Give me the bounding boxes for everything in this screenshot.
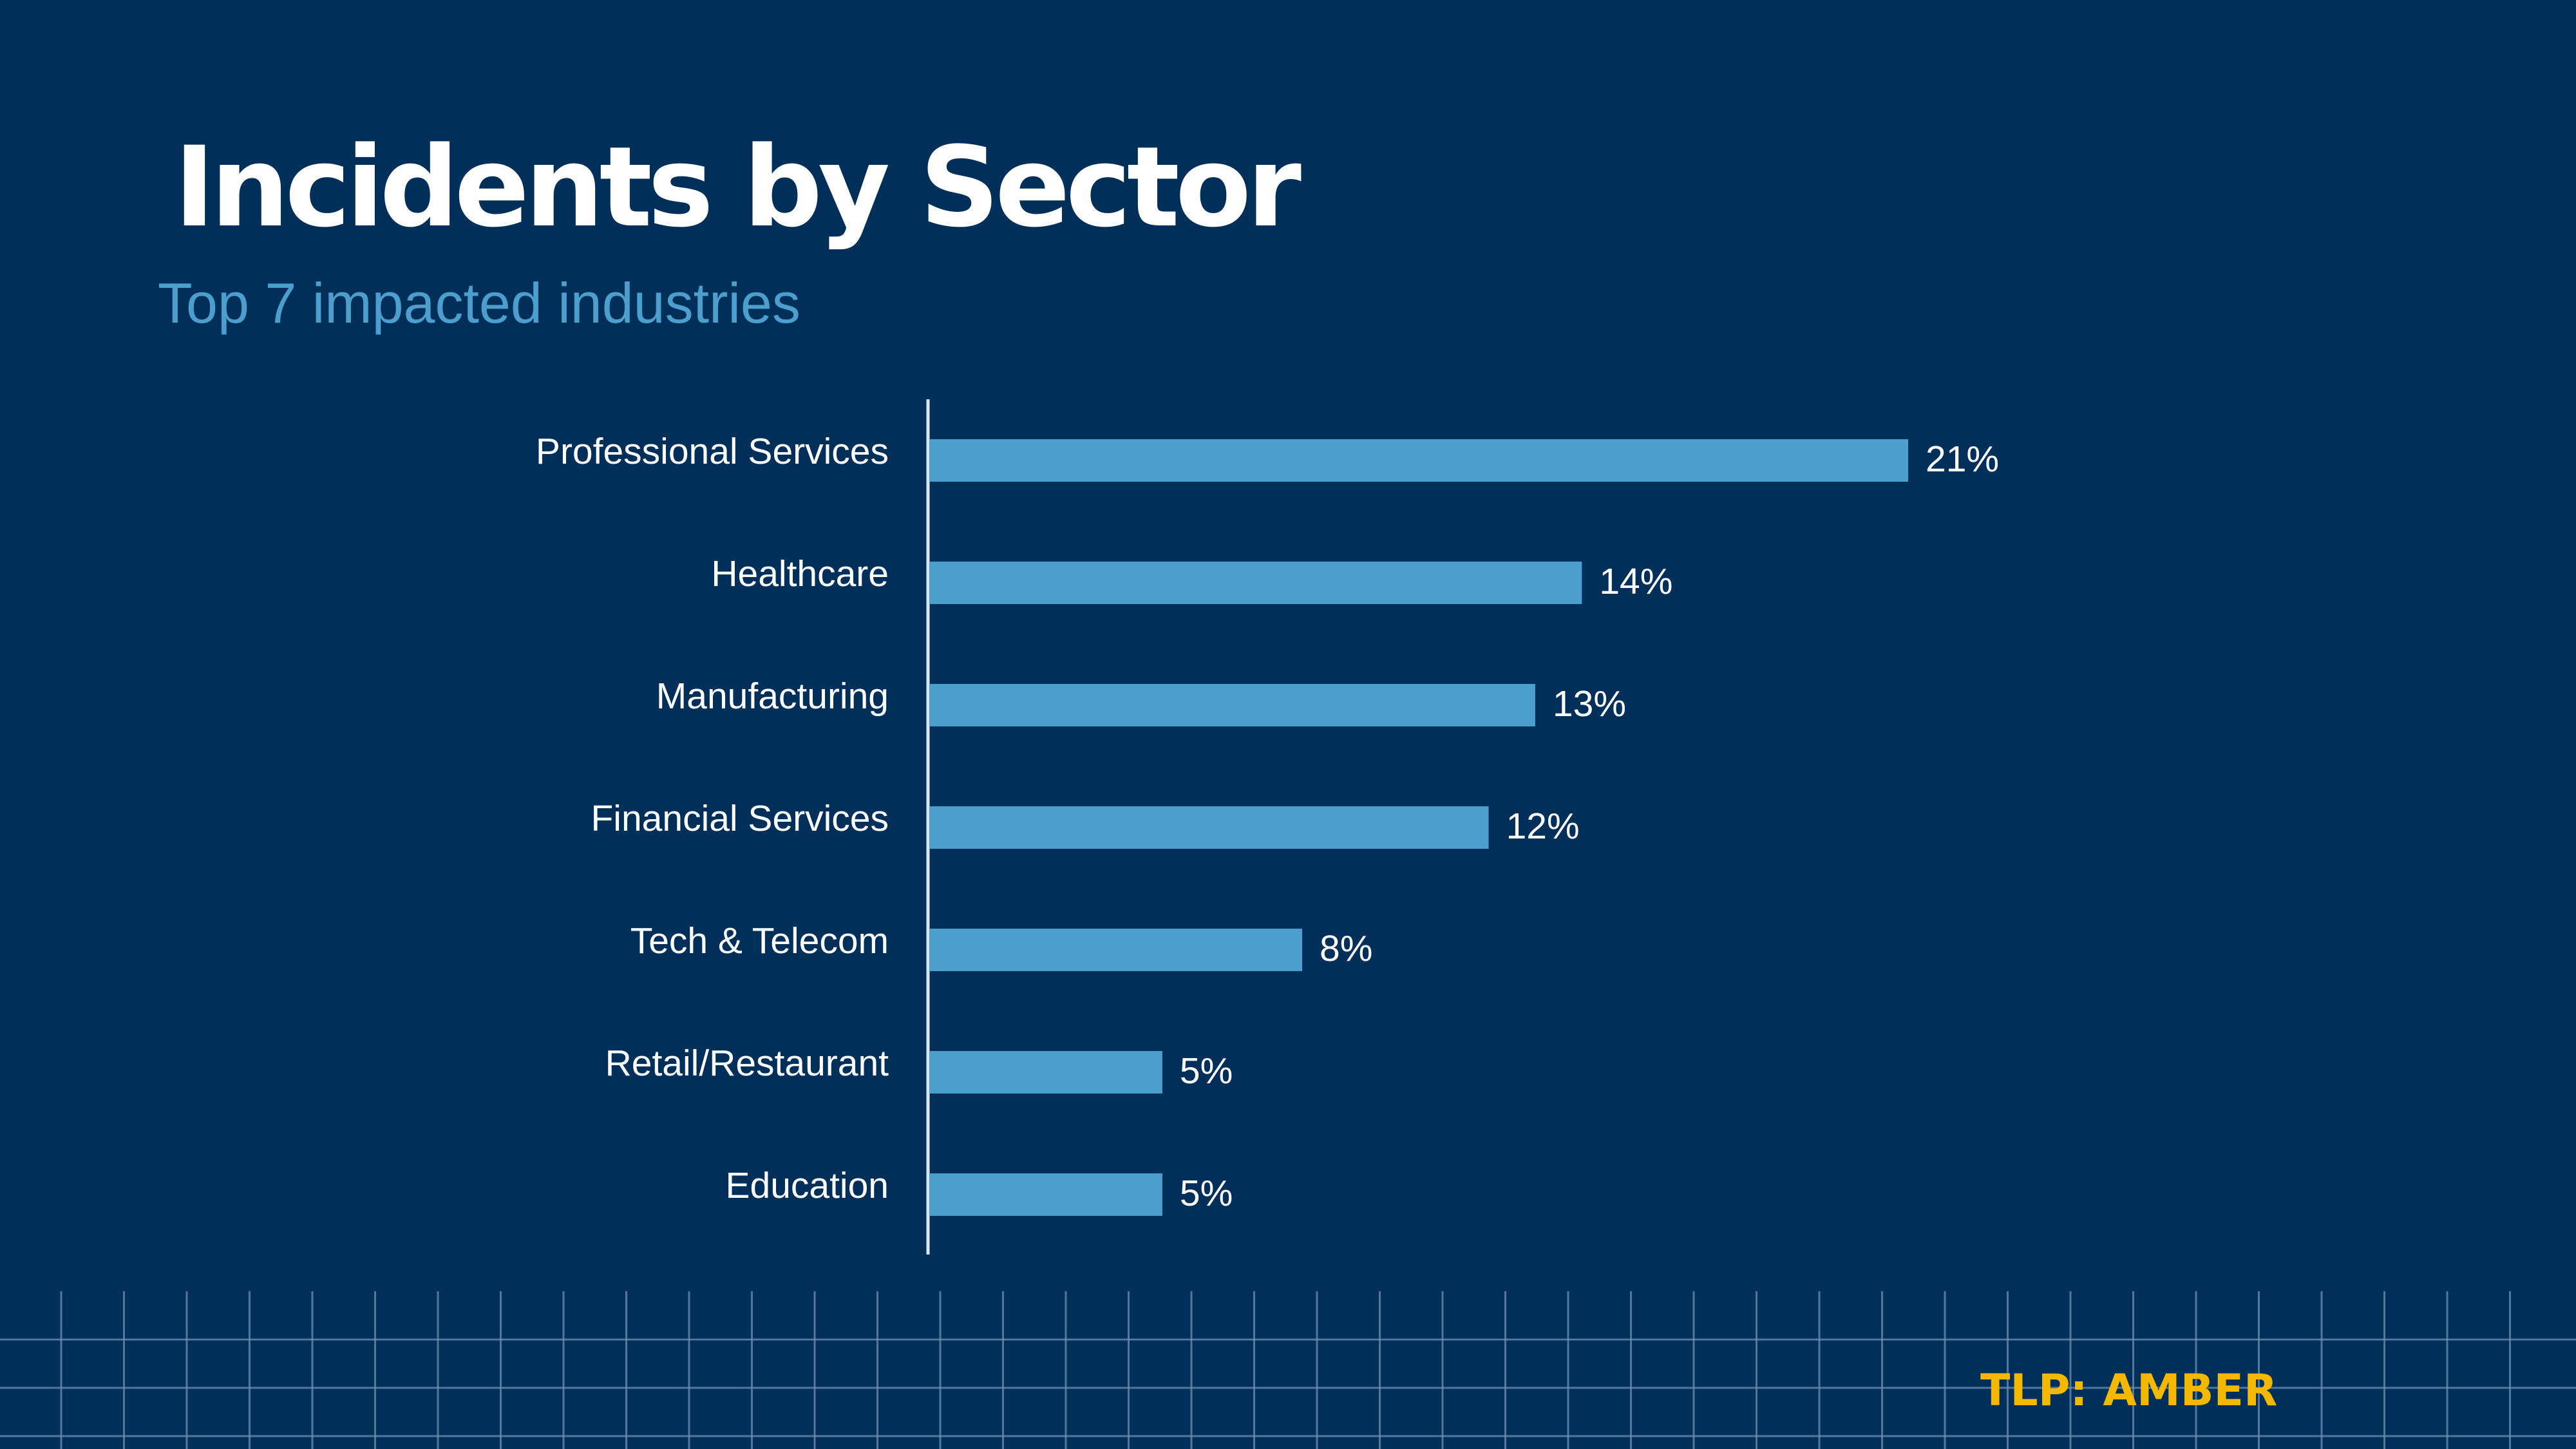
category-label-5: Retail/Restaurant bbox=[605, 1043, 889, 1084]
category-label-4: Tech & Telecom bbox=[630, 920, 889, 961]
value-label-0: 21% bbox=[1926, 439, 1999, 480]
bar-2 bbox=[929, 684, 1535, 726]
category-label-0: Professional Services bbox=[536, 431, 889, 472]
bars-group: Professional Services 21% Healthcare 14% Man… bbox=[536, 431, 1999, 1216]
value-label-1: 14% bbox=[1599, 561, 1672, 602]
bar-4 bbox=[929, 929, 1303, 971]
value-label-5: 5% bbox=[1180, 1050, 1233, 1092]
category-label-3: Financial Services bbox=[591, 798, 889, 839]
value-label-6: 5% bbox=[1180, 1173, 1233, 1214]
grid-decoration bbox=[0, 1291, 2576, 1449]
tlp-classification: TLP: AMBER bbox=[1980, 1365, 2278, 1416]
bar-5 bbox=[929, 1051, 1162, 1094]
bar-3 bbox=[929, 806, 1489, 849]
bar-6 bbox=[929, 1173, 1162, 1216]
bar-1 bbox=[929, 562, 1582, 604]
value-label-3: 12% bbox=[1506, 806, 1580, 847]
value-label-4: 8% bbox=[1320, 928, 1372, 969]
category-label-2: Manufacturing bbox=[656, 676, 889, 717]
slide-title: Incidents by Sector bbox=[174, 122, 1302, 252]
value-label-2: 13% bbox=[1553, 683, 1626, 724]
bar-0 bbox=[929, 439, 1908, 482]
category-label-6: Education bbox=[725, 1165, 889, 1206]
category-label-1: Healthcare bbox=[711, 553, 889, 594]
slide-subtitle: Top 7 impacted industries bbox=[158, 271, 800, 335]
